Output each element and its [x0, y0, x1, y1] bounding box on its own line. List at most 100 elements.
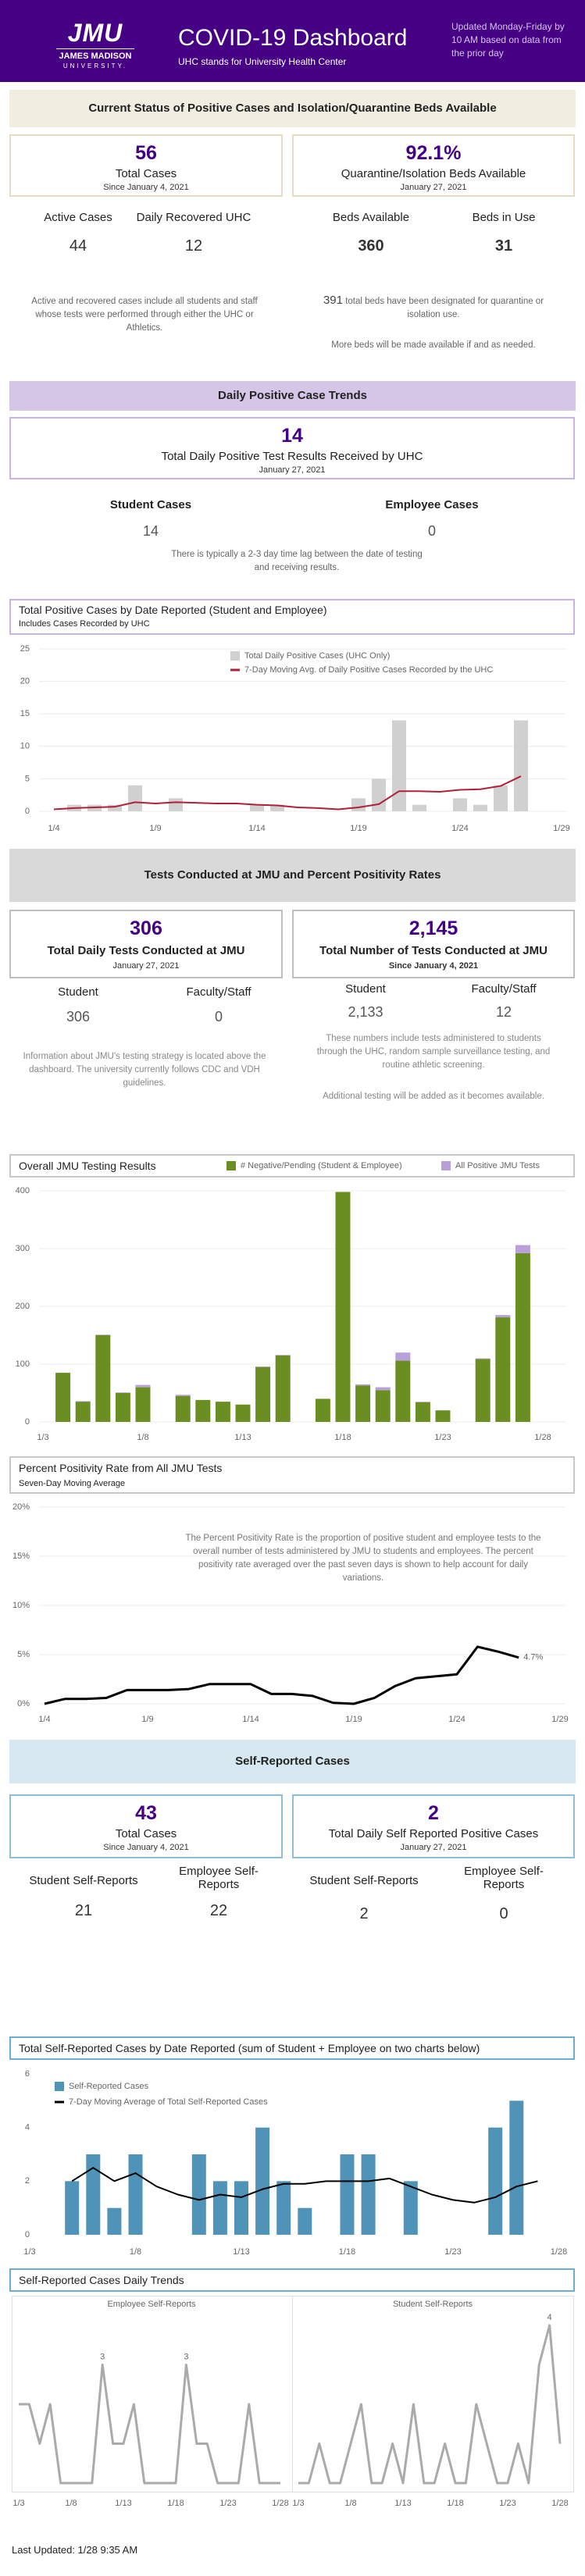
stat-value: 360 — [358, 237, 384, 255]
bar — [115, 1393, 130, 1422]
x-tick-label: 1/23 — [499, 2499, 515, 2508]
chart-title-box: Percent Positivity Rate from All JMU Tes… — [9, 1456, 575, 1494]
y-tick-label: 2 — [25, 2176, 30, 2186]
stat-label: Beds Available — [332, 211, 410, 224]
chart-title: Total Self-Reported Cases by Date Report… — [19, 2042, 480, 2054]
stat-label: Daily Recovered UHC — [136, 211, 251, 224]
kpi-label: Quarantine/Isolation Beds Available — [341, 167, 526, 180]
bar — [514, 720, 528, 811]
line — [44, 1645, 519, 1705]
bar — [255, 1366, 271, 1422]
trend-line — [53, 775, 522, 811]
panel-title: Student Self-Reports — [393, 2300, 473, 2309]
legend-label: # Negative/Pending (Student & Employee) — [241, 1161, 402, 1170]
x-tick-label: 1/8 — [137, 1433, 148, 1442]
x-tick-label: 1/18 — [167, 2499, 184, 2508]
bar — [495, 1315, 511, 1318]
x-tick-label: 1/8 — [130, 2247, 141, 2257]
note: These numbers include tests administered… — [316, 1034, 551, 1070]
bar — [195, 1399, 211, 1422]
x-tick-label: 1/29 — [553, 824, 569, 833]
bar — [255, 2127, 270, 2235]
note-text: total beds have been designated for quar… — [345, 297, 544, 319]
bar — [276, 2181, 291, 2235]
line — [298, 2324, 562, 2485]
y-tick-label: 0 — [25, 1417, 30, 1427]
x-tick-label: 1/8 — [344, 2499, 356, 2508]
note: There is typically a 2-3 day time lag be… — [171, 550, 423, 572]
stat-value: 2,133 — [348, 1004, 383, 1020]
legend-label: 7-Day Moving Average of Total Self-Repor… — [69, 2097, 268, 2107]
chart-subtitle: Seven-Day Moving Average — [19, 1479, 126, 1488]
x-tick-label: 1/19 — [350, 824, 366, 833]
bar — [315, 1398, 330, 1422]
kpi-date: Since January 4, 2021 — [103, 183, 189, 192]
kpi-label: Total Daily Self Reported Positive Cases — [328, 1827, 539, 1840]
title: COVID-19 Dashboard — [178, 25, 408, 51]
logo: JMU — [67, 19, 123, 47]
bar — [488, 2127, 503, 2235]
chart-annotation: The Percent Positivity Rate is the propo… — [185, 1534, 541, 1583]
y-tick-label: 100 — [16, 1359, 30, 1369]
x-tick-label: 1/3 — [23, 2247, 35, 2257]
stat-value: 0 — [499, 1905, 508, 1922]
stat-label: Faculty/Staff — [186, 985, 251, 999]
x-tick-label: 1/23 — [434, 1433, 451, 1442]
chart-title-box: Self-Reported Cases Daily Trends — [9, 2268, 575, 2292]
bed-count: 391 — [323, 294, 343, 307]
stat-label: Student Self-Reports — [29, 1874, 138, 1887]
bar — [435, 1410, 451, 1422]
stat-value: 306 — [66, 1009, 91, 1024]
subtitle: UHC stands for University Health Center — [178, 56, 347, 67]
bar — [473, 804, 487, 811]
bar — [234, 2181, 248, 2235]
y-tick-label: 20 — [20, 677, 30, 686]
kpi-label: Total Cases — [115, 167, 177, 180]
bar — [135, 1384, 151, 1388]
kpi-date: Since January 4, 2021 — [388, 961, 479, 971]
bar — [86, 2154, 101, 2235]
kpi-value: 2,145 — [408, 917, 458, 939]
chart-title-box: Total Positive Cases by Date Reported (S… — [9, 599, 575, 635]
bar — [128, 2154, 143, 2235]
bar — [340, 2154, 355, 2235]
update-note: Updated Monday-Friday by 10 AM based on … — [451, 21, 565, 59]
bar — [392, 720, 406, 811]
section-heading: Tests Conducted at JMU and Percent Posit… — [9, 849, 576, 902]
kpi-value: 56 — [135, 142, 157, 164]
x-tick-label: 1/3 — [37, 1433, 48, 1442]
stat-value: 31 — [494, 237, 513, 255]
bar — [65, 2181, 80, 2235]
bar — [453, 798, 467, 811]
stat-value: 21 — [74, 1902, 93, 1919]
bar — [270, 804, 284, 811]
kpi-label: Total Daily Positive Test Results Receiv… — [161, 450, 423, 463]
chart-title-box: Overall JMU Testing Results — [9, 1154, 575, 1178]
bar — [412, 804, 426, 811]
stat-label: Beds in Use — [472, 211, 536, 224]
bar — [395, 1360, 411, 1422]
kpi-value: 14 — [281, 425, 303, 447]
stat-value: 44 — [69, 237, 87, 255]
x-tick-label: 1/24 — [451, 824, 468, 833]
stat-label: Student — [58, 985, 98, 999]
bar — [351, 798, 366, 811]
x-tick-label: 1/13 — [234, 1433, 251, 1442]
value-label: 4.7% — [523, 1653, 543, 1662]
x-tick-label: 1/28 — [551, 2499, 568, 2508]
bar — [128, 785, 142, 811]
legend-swatch — [227, 1161, 236, 1170]
legend-label: Total Daily Positive Cases (UHC Only) — [244, 651, 390, 661]
kpi-date: January 27, 2021 — [112, 961, 180, 971]
x-tick-label: 1/23 — [219, 2499, 236, 2508]
stat-value: 2 — [359, 1905, 369, 1922]
stat-label: Student — [345, 982, 386, 996]
kpi-date: January 27, 2021 — [259, 465, 326, 475]
y-tick-label: 15% — [12, 1552, 30, 1561]
x-tick-label: 1/4 — [38, 1715, 50, 1724]
x-tick-label: 1/9 — [141, 1715, 153, 1724]
kpi-date: January 27, 2021 — [400, 183, 467, 192]
x-tick-label: 1/14 — [248, 824, 265, 833]
bar — [95, 1335, 111, 1422]
